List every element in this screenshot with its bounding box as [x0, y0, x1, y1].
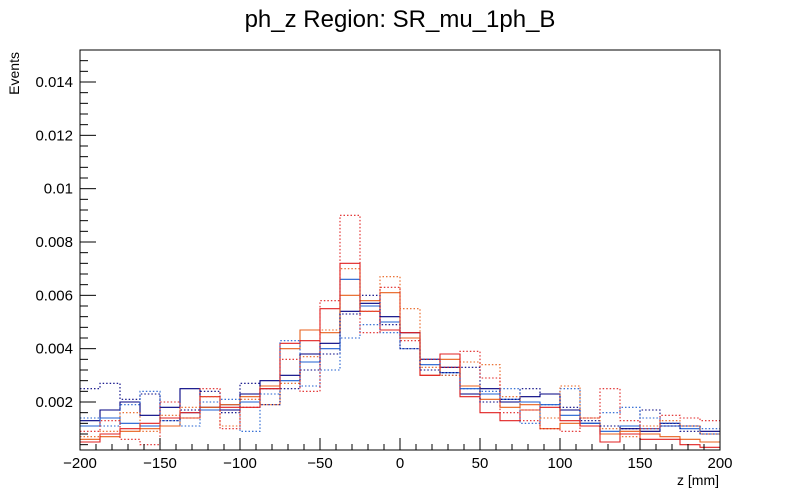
x-tick-label: 150 [627, 455, 652, 472]
histogram-series-blue-dotted [80, 324, 720, 432]
y-tick-label: 0.006 [35, 287, 73, 304]
chart-title: ph_z Region: SR_mu_1ph_B [245, 6, 556, 33]
y-tick-label: 0.012 [35, 127, 73, 144]
y-tick-label: 0.002 [35, 394, 73, 411]
plot-frame [79, 49, 721, 451]
x-tick-label: −200 [63, 455, 97, 472]
y-axis-label: Events [6, 52, 22, 95]
x-tick-label: 200 [707, 455, 732, 472]
histogram-series-red-dotted [80, 214, 720, 446]
x-tick-label: 50 [472, 455, 489, 472]
y-tick-label: 0.008 [35, 234, 73, 251]
series-layer [80, 214, 720, 448]
x-tick-label: 100 [547, 455, 572, 472]
y-tick-label: 0.004 [35, 341, 73, 358]
x-tick-label: 0 [396, 455, 404, 472]
histogram-series-orange-dotted [80, 268, 720, 438]
x-axis-label: z [mm] [677, 472, 719, 488]
x-tick-label: −150 [143, 455, 177, 472]
x-tick-label: −50 [307, 455, 332, 472]
histogram-series-orange-solid [80, 292, 720, 443]
y-tick-label: 0.01 [44, 181, 73, 198]
axes-layer: −200 −150 −100 −50 0 50 100 150 200 0.002 0.004 0.0… [35, 49, 733, 472]
x-tick-label: −100 [223, 455, 257, 472]
y-tick-label: 0.014 [35, 74, 73, 91]
